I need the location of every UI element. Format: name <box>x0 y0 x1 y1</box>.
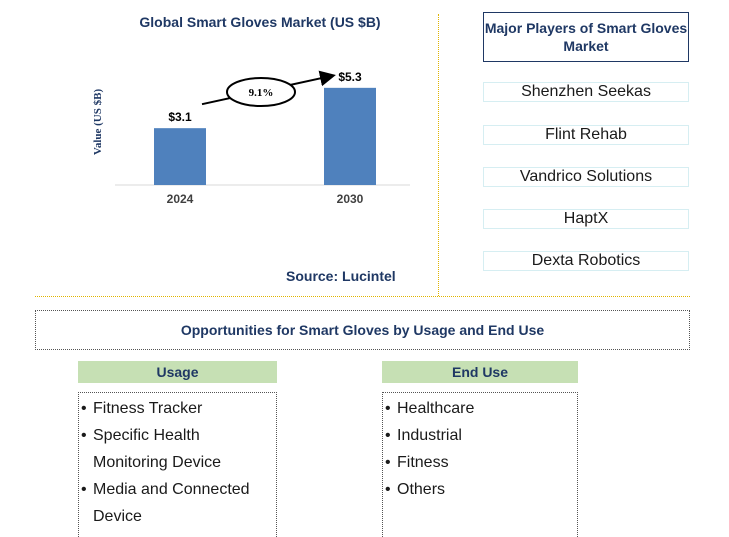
players-title: Major Players of Smart Gloves Market <box>483 12 689 62</box>
player-item: Flint Rehab <box>483 125 689 145</box>
list-item: • Fitness Tracker <box>81 400 203 417</box>
player-item: HaptX <box>483 209 689 229</box>
list-item: • Fitness <box>385 454 449 471</box>
end-use-header: End Use <box>382 361 578 383</box>
cagr-label: 9.1% <box>249 87 274 99</box>
list-item: • Industrial <box>385 427 462 444</box>
x-tick-label: 2024 <box>167 192 194 206</box>
list-item: • Specific Health Monitoring Device <box>81 427 222 471</box>
bar <box>154 128 206 185</box>
chart-title: Global Smart Gloves Market (US $B) <box>139 14 381 30</box>
bar <box>324 87 376 185</box>
end-use-list: • Healthcare • Industrial • Fitness • Others <box>382 392 578 537</box>
horizontal-divider <box>35 296 690 297</box>
opportunities-title: Opportunities for Smart Gloves by Usage … <box>35 310 690 350</box>
bar-chart: Value (US $B) $3.1 2024 $5.3 2030 9.1% <box>92 70 410 206</box>
data-label: $5.3 <box>338 70 362 84</box>
cagr-ellipse <box>226 77 296 107</box>
data-label: $3.1 <box>168 110 192 124</box>
player-item: Shenzhen Seekas <box>483 82 689 102</box>
usage-list: • Fitness Tracker • Specific Health Monito… <box>78 392 277 537</box>
source-label: Source: Lucintel <box>286 268 396 284</box>
list-item: • Healthcare <box>385 400 475 417</box>
player-item: Vandrico Solutions <box>483 167 689 187</box>
vertical-divider <box>438 14 439 296</box>
list-item: • Others <box>385 481 446 498</box>
y-axis-label: Value (US $B) <box>92 89 104 156</box>
x-tick-label: 2030 <box>337 192 364 206</box>
player-item: Dexta Robotics <box>483 251 689 271</box>
list-item: • Media and Connected Device <box>81 481 250 525</box>
usage-header: Usage <box>78 361 277 383</box>
